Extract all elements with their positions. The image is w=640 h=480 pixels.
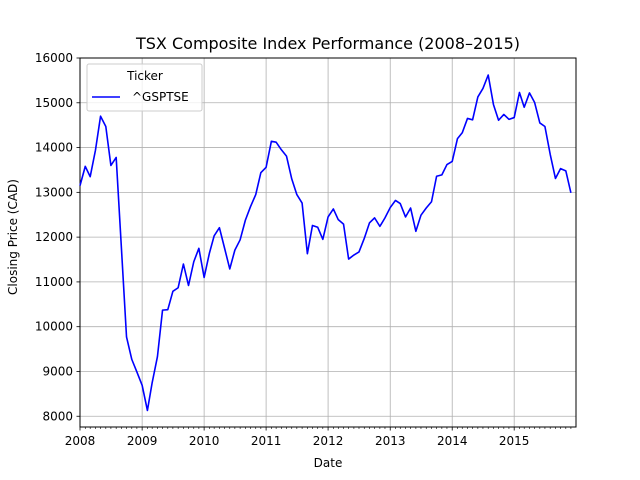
- y-tick-label: 14000: [35, 141, 73, 155]
- x-tick-label: 2012: [313, 434, 344, 448]
- y-tick-label: 15000: [35, 96, 73, 110]
- y-tick-label: 10000: [35, 320, 73, 334]
- y-axis-label: Closing Price (CAD): [6, 179, 20, 295]
- legend: Ticker ^GSPTSE: [86, 63, 203, 112]
- x-tick-label: 2015: [499, 434, 530, 448]
- y-tick-label: 8000: [42, 409, 73, 423]
- x-tick-label: 2014: [437, 434, 468, 448]
- x-tick-label: 2008: [65, 434, 96, 448]
- legend-label: ^GSPTSE: [132, 90, 189, 104]
- y-tick-label: 9000: [42, 364, 73, 378]
- x-tick-label: 2011: [251, 434, 282, 448]
- series-line: [79, 74, 572, 412]
- chart-title: TSX Composite Index Performance (2008–20…: [135, 34, 520, 53]
- y-tick-label: 13000: [35, 185, 73, 199]
- y-tick-label: 11000: [35, 275, 73, 289]
- x-tick-label: 2010: [189, 434, 220, 448]
- legend-title: Ticker: [126, 69, 163, 83]
- axis-ticks: 2008 2009 2010 2011 2012 2013 2014 2015 8000 9000…: [35, 51, 572, 448]
- y-tick-label: 12000: [35, 230, 73, 244]
- series-layer: [79, 74, 572, 412]
- x-tick-label: 2013: [375, 434, 406, 448]
- legend-box: [86, 63, 203, 112]
- x-tick-label: 2009: [127, 434, 158, 448]
- x-axis-label: Date: [314, 456, 343, 470]
- grid-lines: [79, 57, 576, 427]
- y-tick-label: 16000: [35, 51, 73, 65]
